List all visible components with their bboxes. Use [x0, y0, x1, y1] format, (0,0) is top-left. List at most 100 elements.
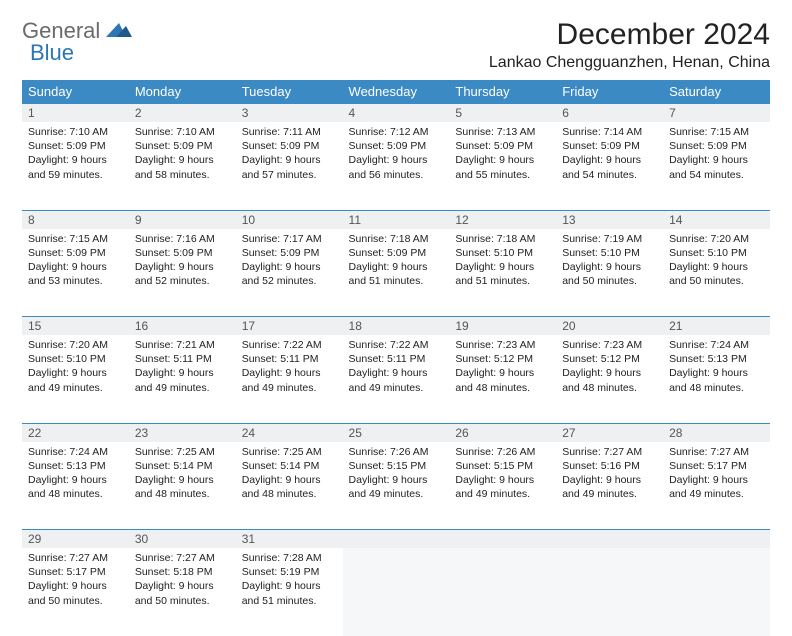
day-number-cell: 16	[129, 317, 236, 336]
day-body-cell	[449, 548, 556, 636]
day-body-cell: Sunrise: 7:14 AMSunset: 5:09 PMDaylight:…	[556, 122, 663, 210]
day-details: Sunrise: 7:23 AMSunset: 5:12 PMDaylight:…	[449, 335, 556, 401]
day-details: Sunrise: 7:27 AMSunset: 5:18 PMDaylight:…	[129, 548, 236, 614]
day-number-cell: 6	[556, 104, 663, 123]
day-number-cell: 14	[663, 210, 770, 229]
day-number-cell: 27	[556, 423, 663, 442]
weekday-header: Thursday	[449, 80, 556, 104]
day-details: Sunrise: 7:10 AMSunset: 5:09 PMDaylight:…	[22, 122, 129, 188]
brand-blue: Blue	[30, 40, 74, 65]
day-body-cell: Sunrise: 7:22 AMSunset: 5:11 PMDaylight:…	[343, 335, 450, 423]
day-details: Sunrise: 7:12 AMSunset: 5:09 PMDaylight:…	[343, 122, 450, 188]
day-number-row: 1234567	[22, 104, 770, 123]
day-body-cell: Sunrise: 7:17 AMSunset: 5:09 PMDaylight:…	[236, 229, 343, 317]
day-number-cell: 24	[236, 423, 343, 442]
day-number-cell: 19	[449, 317, 556, 336]
day-body-cell	[343, 548, 450, 636]
weekday-header: Wednesday	[343, 80, 450, 104]
day-number-cell: 25	[343, 423, 450, 442]
day-details: Sunrise: 7:10 AMSunset: 5:09 PMDaylight:…	[129, 122, 236, 188]
day-details: Sunrise: 7:22 AMSunset: 5:11 PMDaylight:…	[343, 335, 450, 401]
day-number-cell: 29	[22, 530, 129, 549]
day-number-cell: 3	[236, 104, 343, 123]
day-number-row: 15161718192021	[22, 317, 770, 336]
day-body-cell: Sunrise: 7:15 AMSunset: 5:09 PMDaylight:…	[663, 122, 770, 210]
day-number-row: 293031	[22, 530, 770, 549]
day-body-cell: Sunrise: 7:20 AMSunset: 5:10 PMDaylight:…	[22, 335, 129, 423]
day-body-cell: Sunrise: 7:22 AMSunset: 5:11 PMDaylight:…	[236, 335, 343, 423]
title-block: December 2024 Lankao Chengguanzhen, Hena…	[489, 18, 770, 72]
day-body-cell: Sunrise: 7:13 AMSunset: 5:09 PMDaylight:…	[449, 122, 556, 210]
day-details: Sunrise: 7:27 AMSunset: 5:17 PMDaylight:…	[663, 442, 770, 508]
day-body-cell: Sunrise: 7:24 AMSunset: 5:13 PMDaylight:…	[663, 335, 770, 423]
day-details: Sunrise: 7:26 AMSunset: 5:15 PMDaylight:…	[449, 442, 556, 508]
day-number-cell: 20	[556, 317, 663, 336]
day-body-cell: Sunrise: 7:20 AMSunset: 5:10 PMDaylight:…	[663, 229, 770, 317]
day-number-cell: 10	[236, 210, 343, 229]
day-number-row: 891011121314	[22, 210, 770, 229]
day-body-cell	[663, 548, 770, 636]
day-number-cell: 18	[343, 317, 450, 336]
weekday-header: Sunday	[22, 80, 129, 104]
day-details: Sunrise: 7:15 AMSunset: 5:09 PMDaylight:…	[22, 229, 129, 295]
day-content-row: Sunrise: 7:24 AMSunset: 5:13 PMDaylight:…	[22, 442, 770, 530]
day-body-cell: Sunrise: 7:11 AMSunset: 5:09 PMDaylight:…	[236, 122, 343, 210]
day-number-cell: 30	[129, 530, 236, 549]
day-details: Sunrise: 7:13 AMSunset: 5:09 PMDaylight:…	[449, 122, 556, 188]
day-body-cell: Sunrise: 7:10 AMSunset: 5:09 PMDaylight:…	[129, 122, 236, 210]
day-number-cell: 31	[236, 530, 343, 549]
day-body-cell	[556, 548, 663, 636]
day-details: Sunrise: 7:11 AMSunset: 5:09 PMDaylight:…	[236, 122, 343, 188]
day-number-cell: 26	[449, 423, 556, 442]
day-body-cell: Sunrise: 7:28 AMSunset: 5:19 PMDaylight:…	[236, 548, 343, 636]
day-number-cell: 23	[129, 423, 236, 442]
weekday-header-row: Sunday Monday Tuesday Wednesday Thursday…	[22, 80, 770, 104]
day-body-cell: Sunrise: 7:12 AMSunset: 5:09 PMDaylight:…	[343, 122, 450, 210]
day-body-cell: Sunrise: 7:21 AMSunset: 5:11 PMDaylight:…	[129, 335, 236, 423]
month-title: December 2024	[489, 18, 770, 52]
day-number-cell	[556, 530, 663, 549]
day-details: Sunrise: 7:18 AMSunset: 5:10 PMDaylight:…	[449, 229, 556, 295]
day-content-row: Sunrise: 7:27 AMSunset: 5:17 PMDaylight:…	[22, 548, 770, 636]
day-number-cell: 4	[343, 104, 450, 123]
day-details: Sunrise: 7:21 AMSunset: 5:11 PMDaylight:…	[129, 335, 236, 401]
day-body-cell: Sunrise: 7:16 AMSunset: 5:09 PMDaylight:…	[129, 229, 236, 317]
day-number-cell: 7	[663, 104, 770, 123]
day-content-row: Sunrise: 7:20 AMSunset: 5:10 PMDaylight:…	[22, 335, 770, 423]
day-content-row: Sunrise: 7:15 AMSunset: 5:09 PMDaylight:…	[22, 229, 770, 317]
day-number-cell: 9	[129, 210, 236, 229]
calendar-table: Sunday Monday Tuesday Wednesday Thursday…	[22, 80, 770, 636]
day-details: Sunrise: 7:20 AMSunset: 5:10 PMDaylight:…	[22, 335, 129, 401]
day-details: Sunrise: 7:25 AMSunset: 5:14 PMDaylight:…	[236, 442, 343, 508]
day-number-cell: 22	[22, 423, 129, 442]
day-number-cell: 28	[663, 423, 770, 442]
day-body-cell: Sunrise: 7:23 AMSunset: 5:12 PMDaylight:…	[556, 335, 663, 423]
day-body-cell: Sunrise: 7:26 AMSunset: 5:15 PMDaylight:…	[343, 442, 450, 530]
day-body-cell: Sunrise: 7:15 AMSunset: 5:09 PMDaylight:…	[22, 229, 129, 317]
day-body-cell: Sunrise: 7:25 AMSunset: 5:14 PMDaylight:…	[129, 442, 236, 530]
day-number-cell: 17	[236, 317, 343, 336]
day-number-cell: 8	[22, 210, 129, 229]
day-details: Sunrise: 7:19 AMSunset: 5:10 PMDaylight:…	[556, 229, 663, 295]
day-number-row: 22232425262728	[22, 423, 770, 442]
day-body-cell: Sunrise: 7:26 AMSunset: 5:15 PMDaylight:…	[449, 442, 556, 530]
day-body-cell: Sunrise: 7:27 AMSunset: 5:17 PMDaylight:…	[663, 442, 770, 530]
day-body-cell: Sunrise: 7:19 AMSunset: 5:10 PMDaylight:…	[556, 229, 663, 317]
weekday-header: Saturday	[663, 80, 770, 104]
day-body-cell: Sunrise: 7:27 AMSunset: 5:16 PMDaylight:…	[556, 442, 663, 530]
day-details: Sunrise: 7:24 AMSunset: 5:13 PMDaylight:…	[663, 335, 770, 401]
brand-blue-wrap: Blue	[30, 40, 74, 66]
day-body-cell: Sunrise: 7:18 AMSunset: 5:09 PMDaylight:…	[343, 229, 450, 317]
day-number-cell: 5	[449, 104, 556, 123]
day-details: Sunrise: 7:22 AMSunset: 5:11 PMDaylight:…	[236, 335, 343, 401]
day-number-cell: 12	[449, 210, 556, 229]
day-details: Sunrise: 7:15 AMSunset: 5:09 PMDaylight:…	[663, 122, 770, 188]
day-details: Sunrise: 7:28 AMSunset: 5:19 PMDaylight:…	[236, 548, 343, 614]
day-details: Sunrise: 7:27 AMSunset: 5:16 PMDaylight:…	[556, 442, 663, 508]
day-number-cell	[449, 530, 556, 549]
day-number-cell	[663, 530, 770, 549]
weekday-header: Monday	[129, 80, 236, 104]
location-text: Lankao Chengguanzhen, Henan, China	[489, 54, 770, 72]
day-body-cell: Sunrise: 7:18 AMSunset: 5:10 PMDaylight:…	[449, 229, 556, 317]
day-details: Sunrise: 7:23 AMSunset: 5:12 PMDaylight:…	[556, 335, 663, 401]
